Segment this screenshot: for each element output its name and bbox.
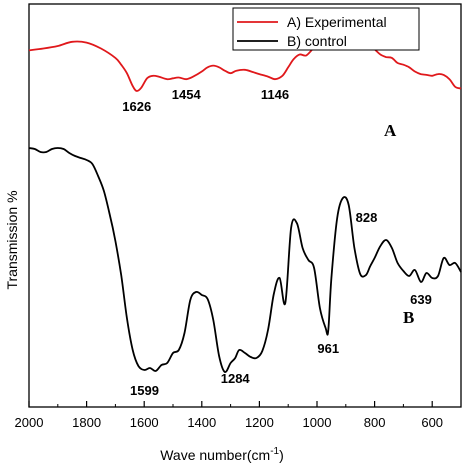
peak-labels: 162614541146103715991284961828639 [122, 35, 432, 398]
x-axis-ticks [28, 401, 433, 407]
x-tick-label-1800: 1800 [72, 415, 101, 430]
peak-label-639: 639 [410, 292, 432, 307]
series-tag-a: A [384, 121, 397, 140]
series-line-control [28, 147, 462, 373]
x-axis-title: Wave number(cm-1) [160, 446, 284, 463]
x-axis-tick-labels: 2000 1800 1600 1400 1200 1000 800 600 [15, 415, 444, 430]
x-tick-label-1000: 1000 [303, 415, 332, 430]
y-axis-title: Transmission % [4, 190, 20, 289]
x-tick-label-1400: 1400 [187, 415, 216, 430]
x-tick-label-1600: 1600 [130, 415, 159, 430]
x-tick-label-2000: 2000 [15, 415, 44, 430]
series-layer [28, 32, 462, 373]
x-tick-label-600: 600 [421, 415, 443, 430]
legend-box [232, 7, 420, 51]
legend-label-control: B) control [287, 33, 347, 49]
peak-label-1626: 1626 [122, 99, 151, 114]
x-tick-label-800: 800 [364, 415, 386, 430]
series-tag-b: B [403, 308, 414, 327]
x-axis-title-main: Wave number(cm [160, 447, 270, 463]
peak-label-1146: 1146 [261, 87, 289, 102]
x-axis-title-superscript: -1 [270, 446, 279, 457]
legend-label-experimental: A) Experimental [287, 14, 387, 30]
legend: A) Experimental B) control [232, 7, 420, 51]
peak-label-1454: 1454 [172, 87, 202, 102]
peak-label-1284: 1284 [221, 371, 251, 386]
x-axis-title-tail: ) [279, 447, 284, 463]
peak-label-828: 828 [356, 210, 378, 225]
series-line-experimental [28, 32, 462, 92]
peak-label-961: 961 [317, 341, 339, 356]
peak-label-1599: 1599 [130, 383, 159, 398]
x-tick-label-1200: 1200 [245, 415, 274, 430]
plot-frame [28, 3, 462, 408]
